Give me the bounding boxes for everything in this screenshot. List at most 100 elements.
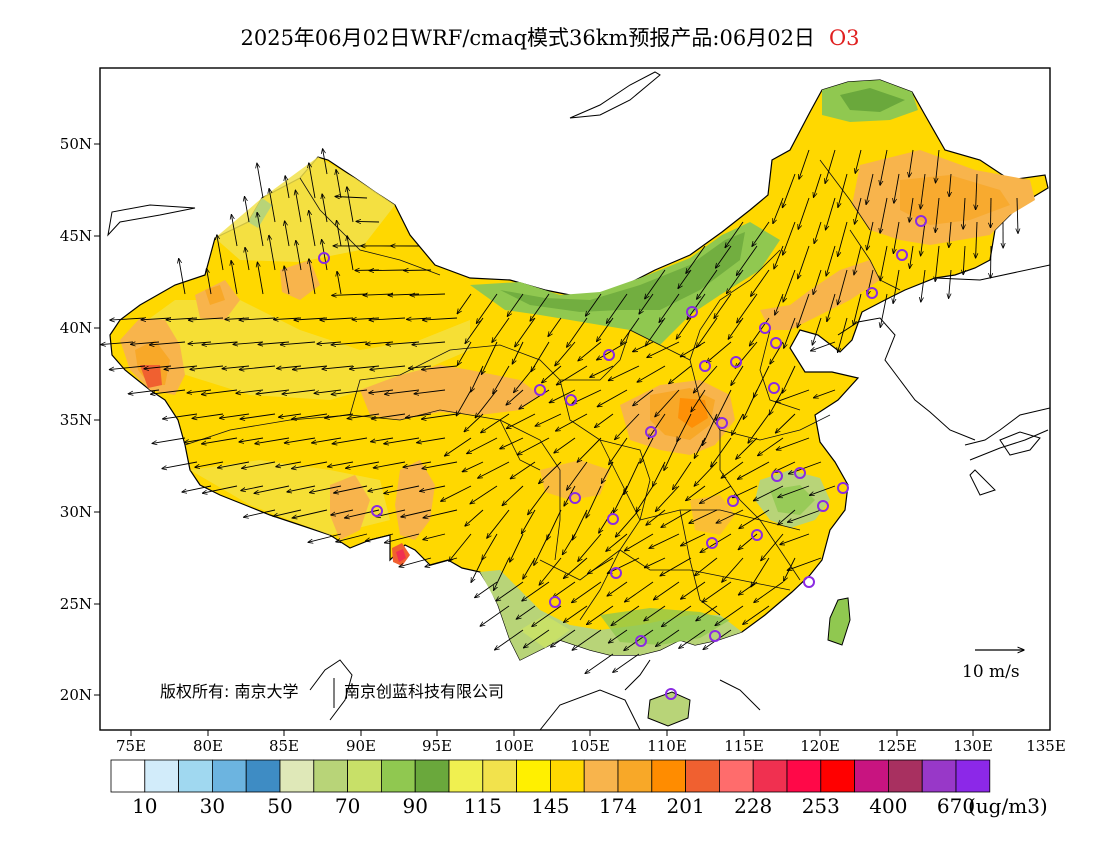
wind-arrow: [738, 533, 758, 550]
wind-arrow: [673, 461, 692, 490]
wind-arrow: [659, 293, 680, 322]
wind-arrow: [524, 629, 550, 648]
city-marker-circle: [837, 482, 849, 494]
wind-arrow: [151, 389, 186, 394]
wind-arrow: [556, 413, 588, 431]
wind-arrow: [775, 413, 796, 433]
wind-arrow: [637, 365, 666, 382]
green-inner-mongolia: [470, 222, 780, 345]
wind-arrow: [373, 461, 406, 468]
taiwan-island: [827, 597, 851, 646]
wind-arrow: [502, 485, 524, 506]
wind-arrow: [825, 149, 836, 183]
wind-arrow: [788, 461, 822, 474]
wind-arrow: [207, 268, 212, 295]
wind-arrow: [292, 509, 328, 518]
wind-arrow: [694, 365, 718, 393]
colorbar-label: 90: [402, 794, 427, 818]
wind-arrow: [738, 581, 758, 595]
wind-arrow: [798, 197, 810, 229]
wind-arrow: [449, 533, 472, 561]
wind-arrow: [240, 413, 276, 419]
wind-arrow: [295, 190, 302, 223]
wind-arrow: [775, 293, 784, 315]
wind-arrow: [335, 197, 368, 199]
wind-arrow: [677, 413, 692, 442]
colorbar-swatch: [820, 759, 855, 793]
colorbar-label: 400: [869, 794, 907, 818]
wind-arrow: [195, 461, 224, 467]
wind-arrow: [700, 533, 732, 553]
wind-arrow: [403, 461, 432, 467]
wind-arrow: [476, 293, 498, 323]
wind-arrow: [607, 581, 628, 596]
wind-arrow: [470, 485, 498, 504]
wind-arrow: [748, 413, 770, 443]
wind-arrow: [345, 509, 380, 518]
wind-arrow: [636, 485, 654, 512]
wind-arrow: [257, 212, 264, 247]
lon-label-115e: 115E: [724, 737, 764, 755]
city-marker-circle: [686, 306, 698, 318]
city-marker-circle: [794, 467, 806, 479]
wind-arrow: [788, 509, 822, 522]
wind-arrow: [277, 366, 302, 369]
wind-arrow: [506, 413, 536, 429]
map-area: [101, 71, 1050, 730]
wind-arrow: [467, 437, 498, 454]
colorbar-label: 228: [734, 794, 772, 818]
wind-arrow: [963, 197, 965, 229]
wind-arrow: [609, 437, 628, 465]
pollutant-species-label: O3: [828, 26, 860, 50]
wind-arrow: [414, 389, 446, 394]
wind-arrow: [149, 341, 186, 345]
wind-arrow: [317, 342, 342, 344]
wind-arrow: [334, 485, 368, 493]
wind-arrow: [464, 413, 484, 432]
wind-arrow: [534, 533, 550, 565]
wind-arrow: [273, 509, 302, 516]
wind-arrow: [217, 235, 224, 271]
wind-arrow: [276, 461, 302, 467]
wind-arrow: [633, 389, 654, 406]
wind-arrow: [678, 269, 692, 289]
wind-arrow: [406, 413, 432, 418]
wind-reference-label: 10 m/s: [962, 662, 1020, 682]
wind-arrow: [633, 341, 654, 352]
wind-arrow: [480, 605, 510, 626]
wind-arrow: [310, 485, 342, 493]
wind-arrow: [752, 221, 770, 246]
wind-arrow: [597, 317, 614, 342]
wind-arrow: [495, 629, 524, 650]
wind-arrow: [445, 437, 472, 456]
wind-arrow: [478, 461, 510, 478]
wind-arrow: [780, 533, 810, 545]
wind-arrow: [231, 261, 238, 295]
wind-arrow: [110, 318, 146, 320]
wind-arrow: [773, 197, 784, 224]
lat-label-45n: 45N: [60, 227, 92, 245]
colorbar-swatch: [786, 759, 822, 793]
wind-arrow: [239, 365, 276, 370]
city-marker-circle: [603, 349, 615, 361]
wind-arrow: [322, 194, 328, 223]
wind-arrow: [481, 413, 510, 433]
wind-arrow: [239, 318, 276, 320]
wind-arrow: [615, 413, 640, 440]
wind-arrow: [506, 389, 524, 405]
wind-arrow: [369, 270, 406, 271]
wind-arrow: [880, 245, 888, 281]
lon-label-125e: 125E: [877, 737, 917, 755]
wind-arrow: [323, 149, 328, 175]
wind-arrow: [880, 149, 888, 185]
colorbar-swatch: [921, 759, 957, 793]
wind-arrow: [655, 485, 680, 512]
wind-arrow: [578, 341, 602, 361]
wind-arrow: [894, 173, 900, 203]
city-marker-circle: [569, 492, 581, 504]
wind-arrow: [417, 437, 446, 443]
wind-arrow: [625, 533, 654, 551]
wind-arrow: [336, 533, 368, 542]
wind-arrow: [202, 437, 238, 444]
